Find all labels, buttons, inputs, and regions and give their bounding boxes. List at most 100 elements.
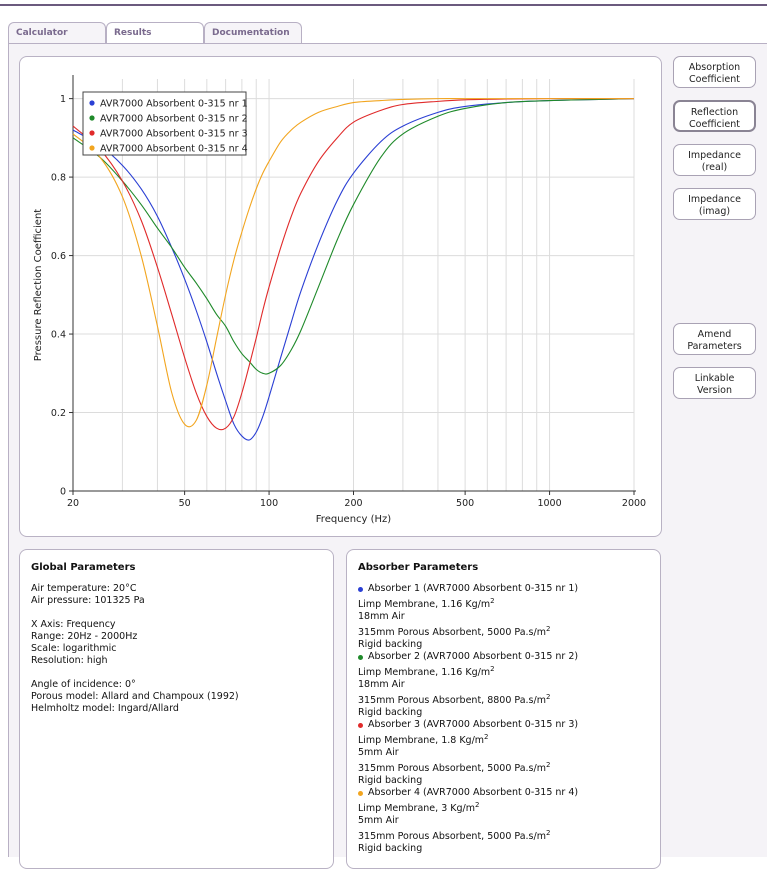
absorber-heading: Absorber 2 (AVR7000 Absorbent 0-315 nr 2…: [368, 651, 579, 662]
series-dot-icon: [358, 790, 363, 796]
button-label: Linkable: [694, 373, 735, 384]
x-tick-label: 2000: [622, 498, 646, 509]
button-label: Coefficient: [689, 119, 740, 130]
absorber-air: 5mm Air: [358, 815, 399, 827]
absorber-porous: 315mm Porous Absorbent, 8800 Pa.s/m: [358, 695, 546, 707]
absorber-air: 18mm Air: [358, 679, 405, 691]
absorber-membrane: Limp Membrane, 1.8 Kg/m: [358, 735, 485, 747]
absorber-parameters-title: Absorber Parameters: [358, 562, 479, 573]
absorber-heading: Absorber 3 (AVR7000 Absorbent 0-315 nr 3…: [368, 719, 579, 730]
absorber-air: 18mm Air: [358, 611, 405, 623]
unit-superscript: 2: [474, 801, 480, 809]
button-label: Reflection: [690, 107, 739, 118]
legend-box: [82, 91, 247, 156]
legend-marker: [89, 100, 95, 106]
unit-superscript: 2: [545, 693, 551, 702]
x-axis-label: Frequency (Hz): [316, 514, 392, 525]
y-tick-label: 0.6: [51, 251, 66, 262]
absorber-heading: Absorber 4 (AVR7000 Absorbent 0-315 nr 4…: [368, 787, 579, 798]
absorber-item-3: Absorber 3 (AVR7000 Absorbent 0-315 nr 3…: [358, 719, 578, 787]
absorber-item-4: Absorber 4 (AVR7000 Absorbent 0-315 nr 4…: [358, 787, 578, 855]
global-parameters-box: Global Parameters Air temperature: 20°C …: [19, 549, 334, 869]
reflection-chart: 0 0.2 0.4 0.6 0.8 1 20 50 100 200 500 1000 2000 Frequ…: [33, 75, 646, 525]
legend-marker: [89, 115, 95, 121]
absorber-backing: Rigid backing: [358, 775, 423, 787]
unit-superscript: 2: [545, 829, 551, 838]
series-dot-icon: [358, 586, 363, 592]
series-line-4: [72, 98, 634, 428]
chart-container: 0 0.2 0.4 0.6 0.8 1 20 50 100 200 500 1000 2000 Frequ…: [19, 56, 662, 537]
unit-superscript: 2: [484, 733, 489, 741]
absorber-air: 5mm Air: [358, 747, 399, 759]
global-param-line: Resolution: high: [31, 655, 108, 666]
button-label: Impedance: [688, 150, 741, 161]
y-tick-label: 0.2: [51, 408, 66, 419]
impedance-imag-button[interactable]: Impedance (imag): [673, 188, 756, 220]
x-tick-label: 100: [260, 498, 278, 509]
absorber-membrane: Limp Membrane, 1.16 Kg/m: [358, 667, 491, 679]
absorber-item-1: Absorber 1 (AVR7000 Absorbent 0-315 nr 1…: [358, 583, 578, 651]
absorber-backing: Rigid backing: [358, 707, 423, 719]
top-rule: [0, 4, 767, 6]
button-label: (real): [701, 162, 728, 173]
y-axis-label: Pressure Reflection Coefficient: [33, 209, 44, 362]
reflection-coefficient-button[interactable]: Reflection Coefficient: [673, 100, 756, 132]
absorption-coefficient-button[interactable]: Absorption Coefficient: [673, 56, 756, 88]
linkable-version-button[interactable]: Linkable Version: [673, 367, 756, 399]
tab-baseline: [8, 43, 767, 44]
absorber-backing: Rigid backing: [358, 639, 423, 651]
impedance-real-button[interactable]: Impedance (real): [673, 144, 756, 176]
button-label: Parameters: [687, 341, 742, 352]
y-tick-label: 1: [60, 94, 66, 105]
y-tick-label: 0: [60, 487, 66, 498]
unit-superscript: 2: [490, 665, 495, 673]
global-param-line: Air temperature: 20°C: [31, 583, 137, 594]
global-param-line: Porous model: Allard and Champoux (1992): [31, 691, 239, 702]
tab-results[interactable]: Results: [106, 22, 204, 45]
unit-superscript: 2: [545, 761, 551, 770]
global-param-line: Range: 20Hz - 2000Hz: [31, 631, 138, 642]
series-line-3: [72, 98, 634, 431]
unit-superscript: 2: [545, 625, 551, 634]
absorber-membrane: Limp Membrane, 3 Kg/m: [358, 803, 475, 815]
legend-entry: AVR7000 Absorbent 0-315 nr 3: [100, 129, 248, 140]
absorber-backing: Rigid backing: [358, 843, 423, 855]
x-tick-label: 200: [344, 498, 362, 509]
button-label: (imag): [698, 206, 731, 217]
global-param-line: Angle of incidence: 0°: [31, 679, 136, 690]
legend-entry: AVR7000 Absorbent 0-315 nr 2: [100, 114, 248, 125]
absorber-heading: Absorber 1 (AVR7000 Absorbent 0-315 nr 1…: [368, 583, 579, 594]
absorber-item-2: Absorber 2 (AVR7000 Absorbent 0-315 nr 2…: [358, 651, 578, 719]
absorber-porous: 315mm Porous Absorbent, 5000 Pa.s/m: [358, 763, 546, 775]
x-tick-label: 20: [67, 498, 79, 509]
series-dot-icon: [358, 654, 363, 660]
amend-parameters-button[interactable]: Amend Parameters: [673, 323, 756, 355]
legend-marker: [89, 130, 95, 136]
tab-calculator[interactable]: Calculator: [8, 22, 106, 43]
global-param-line: X Axis: Frequency: [31, 619, 116, 630]
y-tick-label: 0.4: [51, 330, 66, 341]
series-dot-icon: [358, 722, 363, 728]
x-tick-label: 50: [179, 498, 191, 509]
absorber-porous: 315mm Porous Absorbent, 5000 Pa.s/m: [358, 627, 546, 639]
tab-documentation[interactable]: Documentation: [204, 22, 302, 43]
global-param-line: Scale: logarithmic: [31, 643, 117, 654]
button-label: Impedance: [688, 194, 741, 205]
y-tick-label: 0.8: [51, 173, 66, 184]
absorber-membrane: Limp Membrane, 1.16 Kg/m: [358, 599, 491, 611]
series-line-2: [72, 98, 635, 375]
button-label: Amend: [697, 329, 732, 340]
absorber-parameters-box: Absorber Parameters Absorber 1 (AVR7000 …: [346, 549, 661, 869]
x-tick-label: 500: [456, 498, 474, 509]
button-label: Coefficient: [689, 74, 740, 85]
absorber-porous: 315mm Porous Absorbent, 5000 Pa.s/m: [358, 831, 546, 843]
legend-marker: [89, 145, 95, 151]
global-param-line: Air pressure: 101325 Pa: [31, 595, 145, 606]
legend-entry: AVR7000 Absorbent 0-315 nr 1: [100, 99, 248, 110]
x-tick-label: 1000: [537, 498, 561, 509]
unit-superscript: 2: [490, 597, 495, 605]
button-label: Version: [697, 385, 732, 396]
legend-entry: AVR7000 Absorbent 0-315 nr 4: [100, 144, 248, 155]
button-label: Absorption: [688, 62, 741, 73]
global-parameters-title: Global Parameters: [31, 562, 136, 573]
